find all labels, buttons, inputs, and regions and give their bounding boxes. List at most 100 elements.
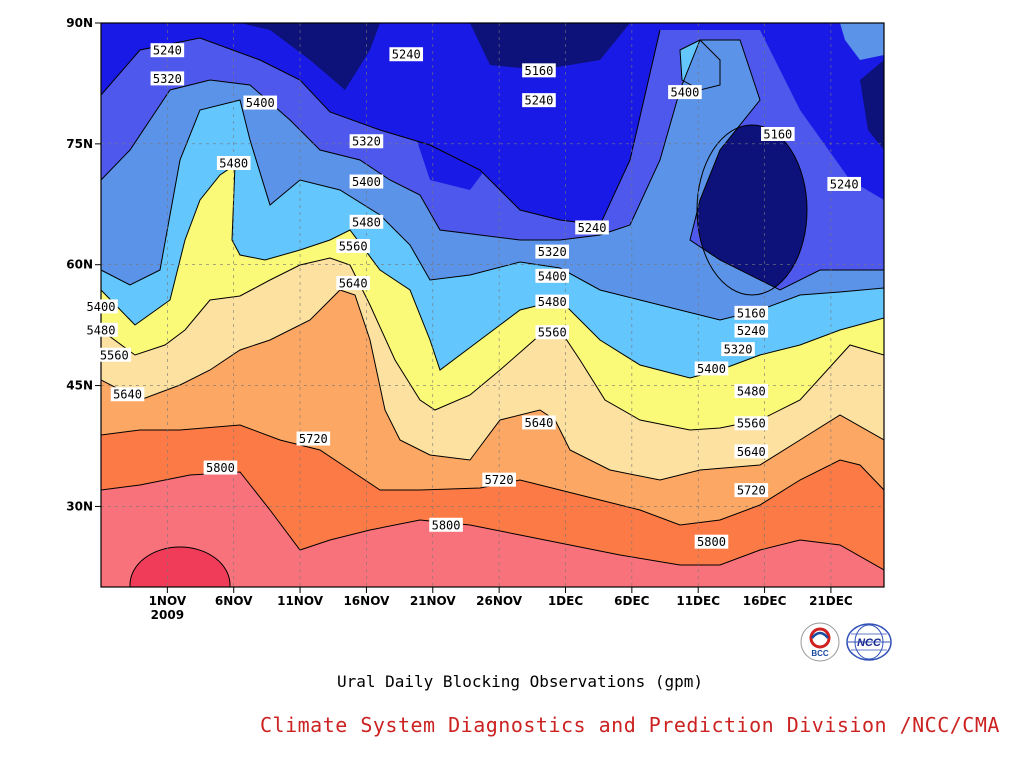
ncc-logo: NCC [846, 623, 892, 661]
contour-label: 5480 [87, 323, 116, 337]
contour-label-bg [203, 460, 238, 475]
contour-label-bg [296, 431, 331, 446]
x-tick-label: 11NOV [277, 594, 324, 608]
contour-label: 5160 [737, 306, 766, 320]
contour-label-bg [349, 134, 384, 149]
contour-label: 5320 [724, 343, 753, 357]
contour-label: 5400 [697, 362, 726, 376]
contour-label-bg [734, 323, 769, 338]
contour-label-bg [535, 244, 570, 259]
contour-label-bg [243, 95, 278, 110]
contour-label: 5240 [830, 177, 859, 191]
contour-label-bg [97, 347, 132, 362]
contour-label-bg [522, 63, 556, 78]
contour-label-bg [694, 361, 729, 376]
y-tick-label: 30N [66, 499, 93, 513]
contour-label: 5640 [339, 277, 368, 291]
contour-label: 5240 [524, 94, 553, 108]
contour-label: 5480 [219, 157, 248, 171]
contour-label: 5800 [206, 461, 235, 475]
chart-caption: Ural Daily Blocking Observations (gpm) [336, 672, 704, 691]
x-tick-label: 21NOV [410, 594, 457, 608]
contour-label-bg [522, 93, 556, 108]
contour-label: 5160 [763, 127, 792, 141]
band-5240-5320 [101, 23, 884, 225]
band-5240-right [840, 23, 884, 60]
contour-label: 5640 [737, 445, 766, 459]
contour-label: 5320 [352, 135, 381, 149]
contour-label-bg [734, 305, 769, 320]
contour-label: 5160 [524, 64, 553, 78]
contour-label-bg [216, 156, 251, 170]
contour-label: 5240 [392, 48, 421, 62]
contour-label-bg [349, 214, 384, 229]
contour-label: 5560 [100, 348, 129, 362]
contour-fills [101, 23, 884, 587]
contour-label-bg [575, 220, 609, 235]
y-tick-label: 90N [66, 16, 93, 30]
contour-label-bg [336, 276, 370, 291]
contour-label-bg [761, 126, 795, 141]
x-year-label: 2009 [151, 608, 184, 622]
contour-label-bg [84, 322, 118, 337]
contour-label: 5400 [246, 96, 275, 110]
contour-label-bg [668, 85, 702, 100]
contour-label-bg [522, 415, 556, 430]
contour-label: 5560 [737, 417, 766, 431]
x-tick-label: 16DEC [743, 594, 787, 608]
x-tick-label: 1NOV [149, 594, 187, 608]
contour-label: 5400 [352, 175, 381, 189]
contour-label-bg [734, 416, 769, 431]
contour-label: 5400 [538, 269, 567, 283]
contour-label: 5480 [352, 215, 381, 229]
x-tick-label: 6NOV [215, 594, 253, 608]
contour-label: 5320 [153, 72, 182, 86]
contour-label: 5400 [670, 86, 699, 100]
contour-label: 5560 [339, 239, 368, 253]
x-tick-label: 11DEC [676, 594, 720, 608]
contour-label-bg [482, 472, 516, 487]
contour-label-bg [150, 43, 185, 58]
contour-label: 5320 [538, 245, 567, 259]
contour-label: 5480 [538, 295, 567, 309]
y-tick-label: 75N [66, 137, 93, 151]
bcc-logo: BCC [800, 622, 840, 662]
contour-label: 5240 [737, 324, 766, 338]
contour-label-bg [734, 483, 769, 498]
contour-label-bg [110, 387, 145, 402]
contour-label-bg [150, 71, 185, 86]
contour-label-bg [389, 47, 424, 62]
contour-label-bg [694, 534, 729, 549]
contour-label-bg [827, 176, 861, 191]
contour-label-bg [535, 325, 570, 340]
contour-label: 5720 [299, 432, 328, 446]
contour-label: 5640 [524, 416, 553, 430]
contour-label-bg [721, 342, 755, 357]
grid-lines [101, 23, 884, 587]
band-below-5160-b [470, 23, 630, 70]
band-hot-core [130, 547, 230, 587]
contour-label: 5640 [113, 388, 142, 402]
contour-label: 5400 [87, 300, 116, 314]
contour-label-bg [349, 174, 384, 189]
contour-label: 5720 [485, 473, 514, 487]
x-tick-label: 1DEC [548, 594, 584, 608]
contour-label: 5800 [697, 535, 726, 549]
contour-labels: 5240 5320 5400 5480 5240 5320 5400 5480 5560 5640… [84, 43, 861, 549]
y-tick-label: 60N [66, 258, 93, 272]
contour-label-bg [429, 517, 463, 532]
contour-label: 5560 [538, 326, 567, 340]
band-below-5160-c [697, 125, 807, 295]
x-tick-label: 6DEC [614, 594, 650, 608]
contour-label-bg [734, 444, 769, 459]
bcc-logo-text: BCC [811, 649, 829, 658]
contour-label-bg [336, 238, 370, 253]
contour-label-bg [535, 294, 570, 309]
y-axis: 90N 75N 60N 45N 30N [66, 16, 101, 513]
x-tick-label: 16NOV [343, 594, 390, 608]
x-tick-label: 21DEC [809, 594, 853, 608]
band-below-5160-d [860, 60, 884, 150]
contour-label-bg [535, 268, 570, 283]
